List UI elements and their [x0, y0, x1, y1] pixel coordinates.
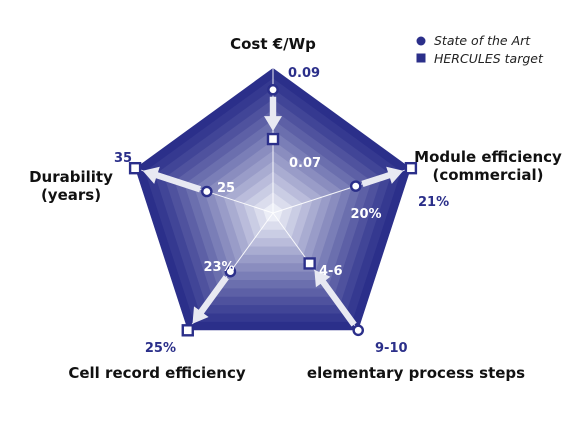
legend-item-sota: State of the Art	[416, 33, 531, 48]
improvement-arrow	[264, 96, 282, 132]
axis-title: Cost €/Wp	[230, 35, 316, 53]
improvement-arrow	[361, 166, 404, 187]
sota-marker	[349, 180, 362, 192]
legend-circle-marker	[416, 36, 426, 46]
improvement-arrows	[142, 96, 404, 327]
axis-title: Cell record efficiency	[68, 364, 245, 382]
axis-title: Module efficiency (commercial)	[414, 148, 562, 184]
target-marker	[128, 161, 142, 175]
target-value-label: 35	[114, 151, 132, 166]
legend: State of the Art HERCULES target	[416, 33, 544, 66]
target-value-label: 0.07	[289, 156, 321, 171]
improvement-arrow	[314, 269, 357, 327]
sota-value-label: 23%	[203, 260, 234, 275]
sota-value-label: 25	[217, 181, 235, 196]
legend-item-target: HERCULES target	[416, 51, 544, 66]
improvement-arrow	[142, 166, 202, 193]
sota-marker	[352, 324, 365, 337]
target-value-label: 4-6	[319, 264, 343, 279]
sota-marker	[224, 265, 237, 278]
legend-square-marker	[416, 53, 426, 63]
target-marker	[404, 161, 418, 175]
legend-target-label: HERCULES target	[434, 51, 544, 66]
target-marker	[181, 324, 194, 337]
sota-value-label: 0.09	[288, 66, 320, 81]
radar-markers	[128, 83, 418, 337]
sota-marker	[201, 185, 213, 198]
radar-labels: Cost €/Wp 0.09 0.07 Module efficiency (comme…	[29, 35, 562, 382]
target-marker	[303, 257, 316, 270]
sota-value-label: 9-10	[375, 341, 408, 356]
target-marker	[266, 132, 280, 146]
target-value-label: 25%	[145, 341, 176, 356]
improvement-arrow	[192, 275, 229, 324]
axis-title: elementary process steps	[307, 364, 525, 382]
target-value-label: 21%	[418, 195, 449, 210]
sota-value-label: 20%	[350, 207, 381, 222]
axis-title: Durability (years)	[29, 168, 113, 204]
legend-sota-label: State of the Art	[434, 33, 531, 48]
sota-marker	[267, 83, 279, 96]
